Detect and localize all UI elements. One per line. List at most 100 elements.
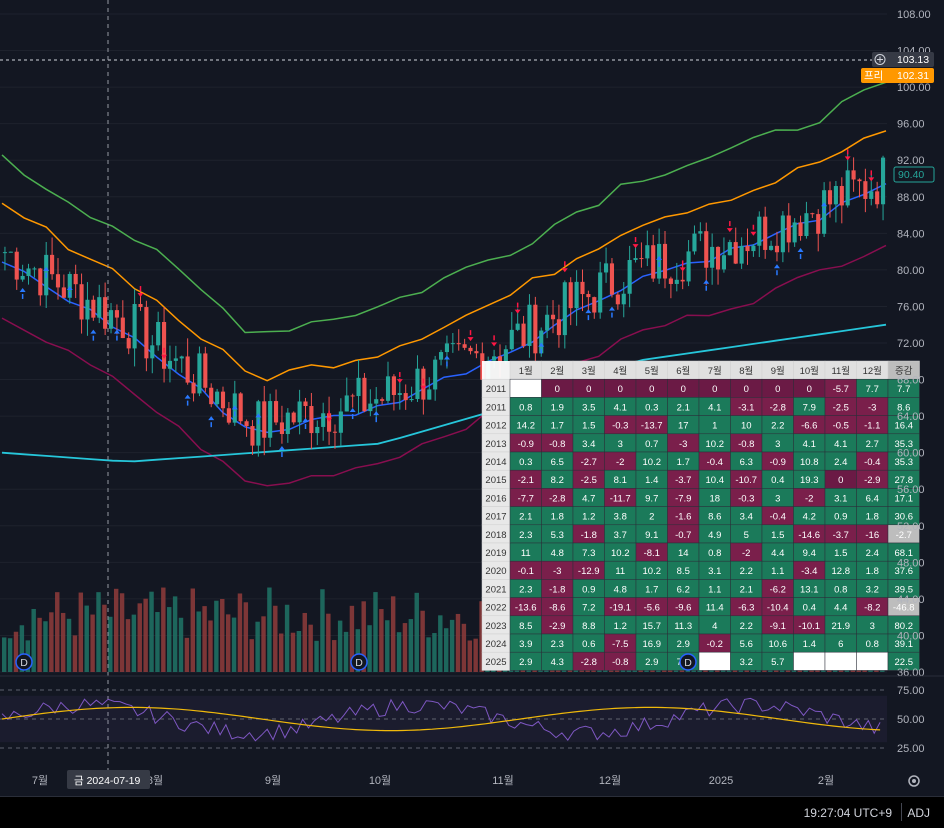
table-cell	[824, 651, 857, 671]
dividend-marker-label: D	[20, 657, 28, 669]
table-cell-value: 4.1	[614, 402, 627, 413]
clock[interactable]: 19:27:04 UTC+9	[803, 806, 892, 820]
candle-body	[61, 287, 66, 298]
table-cell-value: -11.7	[610, 493, 631, 504]
table-cell-value: -2.5	[833, 402, 849, 413]
table-cell-value: 10	[741, 421, 752, 432]
candle-body	[662, 243, 668, 279]
dividend-marker-circle[interactable]	[679, 653, 697, 671]
table-cell-value: -2.9	[864, 475, 880, 486]
dividend-marker-circle[interactable]	[15, 653, 33, 671]
time-axis[interactable]: 7월 8월 9월 10월 11월 12월 2025 2월	[32, 774, 834, 787]
table-cell-value: -3.7	[833, 530, 849, 541]
volume-bar	[49, 612, 54, 672]
volume-bar	[43, 621, 48, 672]
table-cell-value: -0.2	[707, 639, 723, 650]
table-cell-value: 4.1	[803, 439, 816, 450]
candle-body	[804, 213, 809, 237]
table-year-label: 2020	[485, 566, 506, 577]
adjust-toggle[interactable]: ADJ	[907, 806, 930, 820]
sell-arrow	[420, 385, 427, 390]
table-cell-value: 10.2	[643, 457, 662, 468]
volume-bar	[149, 591, 154, 672]
volume-bar	[231, 617, 237, 672]
table-cell-value: 0.7	[645, 439, 658, 450]
volume-bar	[267, 587, 272, 672]
table-cell-value: -3.7	[675, 475, 691, 486]
table-cell-value: 0	[775, 384, 780, 395]
volume-bar	[31, 608, 36, 672]
crosshair-date-value: 금 2024-07-19	[74, 775, 140, 787]
table-cell-value: 21.9	[832, 621, 851, 632]
volume-bar	[66, 618, 72, 672]
candle-body	[309, 406, 314, 434]
table-cell-value: 0	[838, 475, 843, 486]
candle-body	[827, 190, 833, 205]
table-cell-value: 0.3	[519, 457, 532, 468]
price-tick-label: 60.00	[897, 448, 925, 460]
table-cell	[698, 651, 731, 671]
table-cell-value: 7.2	[582, 603, 595, 614]
table-year-label: 2022	[485, 603, 506, 614]
table-cell-value: 1.4	[645, 475, 658, 486]
table-year-label: 2015	[485, 475, 506, 486]
table-cell-value: 2.9	[645, 657, 658, 668]
volume-bar	[155, 612, 160, 672]
candle-body	[244, 421, 249, 427]
table-cell-value: 7.9	[803, 402, 816, 413]
sell-arrow	[491, 342, 498, 347]
sell-arrow	[750, 231, 757, 236]
volume-bar	[473, 638, 478, 672]
table-cell-value: 9.4	[803, 548, 816, 559]
table-cell-value: -0.4	[707, 457, 723, 468]
table-cell-value: -0.9	[518, 439, 534, 450]
table-cell-value: 68.1	[895, 548, 914, 559]
candle-body	[692, 233, 697, 252]
candle-body	[450, 343, 455, 345]
table-cell-value: 10.4	[706, 475, 725, 486]
candle-body	[226, 408, 231, 423]
table-cell-value: -2.8	[549, 493, 565, 504]
rsi-tick-label: 25.00	[897, 743, 925, 755]
table-header-label: 11월	[831, 365, 850, 377]
dividend-marker-circle[interactable]	[350, 653, 368, 671]
table-cell-value: 22.5	[895, 657, 914, 668]
candle-body	[374, 399, 379, 404]
table-cell-value: 1.2	[582, 512, 595, 523]
table-cell-value: 1.9	[551, 402, 564, 413]
table-cell-value: 2.7	[866, 439, 879, 450]
volume-bar	[332, 640, 337, 672]
settings-gear-icon[interactable]	[908, 775, 920, 787]
rsi-ma-line	[1, 706, 881, 732]
table-cell-value: 11.4	[706, 603, 724, 614]
candle-body	[786, 215, 791, 243]
candle-body	[315, 426, 320, 434]
volume-bar	[137, 603, 142, 672]
table-cell-value: -9.6	[675, 603, 691, 614]
table-cell-value: -3	[553, 566, 561, 577]
table-cell-value: 0	[618, 384, 623, 395]
dividend-marker-label: D	[684, 657, 692, 669]
table-cell-value: 3.4	[582, 439, 595, 450]
rsi-pane[interactable]: 75.00 50.00 25.00	[0, 675, 944, 755]
table-cell-value: -1.8	[581, 530, 597, 541]
table-cell-value: 0	[807, 384, 812, 395]
table-cell-value: 27.8	[895, 475, 914, 486]
volume-bar	[385, 620, 390, 672]
price-tick-label: 72.00	[897, 338, 925, 350]
candle-body	[462, 344, 467, 348]
volume-bar	[355, 629, 361, 672]
volume-bar	[367, 625, 372, 672]
candle-body	[427, 389, 432, 400]
table-cell-value: 7.3	[582, 548, 595, 559]
status-separator	[901, 803, 902, 821]
candle-body	[721, 255, 726, 270]
volume-bar	[196, 611, 201, 672]
candle-body	[150, 345, 155, 359]
table-cell-value: 8.2	[551, 475, 564, 486]
table-year-label: 2013	[485, 439, 506, 450]
volume-bar	[349, 605, 355, 672]
volume-bar	[184, 637, 190, 672]
